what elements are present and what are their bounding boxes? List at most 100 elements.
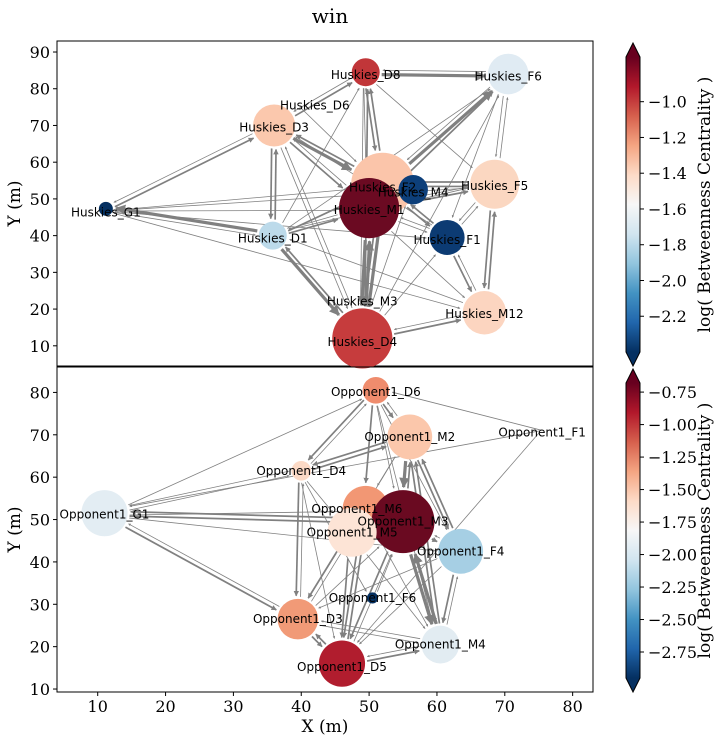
edge-Opponent1_M4-to-Opponent1_D3 xyxy=(320,620,421,640)
bottom-colorbar: −2.75 −2.50 −2.25 −2.00 −1.75 −1.50 −1.25 −1.00… xyxy=(625,367,715,694)
node-label-Huskies_D4: Huskies_D4 xyxy=(327,335,397,349)
edge-Huskies_F1-to-Huskies_M12 xyxy=(453,255,473,293)
y-tick-label: 70 xyxy=(30,116,50,135)
edge-group xyxy=(113,68,509,335)
node-Opponent1_D3 xyxy=(277,598,319,640)
node-label-Huskies_M12: Huskies_M12 xyxy=(445,307,523,321)
edge-Huskies_G1-to-Huskies_D3 xyxy=(114,137,255,208)
node-Huskies_F6 xyxy=(487,53,529,95)
colorbar-tick-label: −1.2 xyxy=(648,128,687,147)
top-network-panel: Huskies_G1 Huskies_D1 Huskies_D3 Huskies_D6… xyxy=(5,40,594,369)
node-group xyxy=(81,377,484,687)
y-tick-label: 10 xyxy=(30,337,50,356)
colorbar-label: log( Betweenness Centrality ) xyxy=(695,403,715,659)
node-Huskies_D4 xyxy=(332,308,393,369)
edge-Opponent1_G1-to-Opponent1_D6 xyxy=(128,398,363,506)
edge-Opponent1_G1-to-Opponent1_D3 xyxy=(125,526,277,611)
node-Opponent1_D6 xyxy=(362,377,390,404)
colorbar-tick-label: −2.00 xyxy=(648,546,697,565)
edge-Huskies_F6-to-Huskies_F2 xyxy=(406,86,491,161)
y-tick-label: 70 xyxy=(30,426,50,445)
colorbar-outline xyxy=(625,367,641,694)
y-tick-label: 20 xyxy=(30,300,50,319)
x-tick-label: 10 xyxy=(88,697,108,716)
node-Opponent1_M4 xyxy=(421,625,460,664)
node-label-Huskies_D1: Huskies_D1 xyxy=(238,232,308,246)
colorbar-max-extension xyxy=(626,43,640,57)
edge-Opponent1_F1-to-Opponent1_G1 xyxy=(129,430,540,508)
edge-Huskies_D4-to-Huskies_M1 xyxy=(363,240,375,307)
edge-Opponent1_M5-to-Opponent1_D5 xyxy=(339,558,349,638)
edge-Huskies_D3-to-Huskies_G1 xyxy=(113,133,253,203)
edge-Opponent1_D4-to-Opponent1_D6 xyxy=(310,403,367,464)
colorbar-gradient xyxy=(626,383,640,678)
colorbar-min-extension xyxy=(626,352,640,366)
edge-Huskies_D1-to-Huskies_D4 xyxy=(280,248,341,316)
plot-frame xyxy=(56,366,594,693)
edge-Opponent1_F6-to-Opponent1_M3 xyxy=(376,554,393,592)
edge-Opponent1_D4-to-Opponent1_G1 xyxy=(129,470,290,507)
edge-Huskies_D8-to-Huskies_F6 xyxy=(381,70,486,81)
node-Opponent1_M5 xyxy=(327,507,377,557)
edge-Opponent1_G1-to-Opponent1_D4 xyxy=(129,474,290,511)
y-tick-label: 20 xyxy=(30,638,50,657)
node-Huskies_M12 xyxy=(462,291,507,335)
edge-Huskies_F1-to-Huskies_M1 xyxy=(400,217,430,229)
node-Opponent1_M2 xyxy=(387,414,433,460)
edge-Opponent1_M3-to-Opponent1_M4 xyxy=(409,553,435,626)
edge-Opponent1_G1-to-Opponent1_M3 xyxy=(129,515,370,526)
edge-Opponent1_D4-to-Opponent1_D3 xyxy=(293,482,300,597)
edge-Huskies_M1-to-Huskies_F1 xyxy=(398,221,428,233)
edge-Opponent1_D6-to-Opponent1_M6 xyxy=(363,405,374,484)
edge-Opponent1_D6-to-Opponent1_D4 xyxy=(307,399,365,461)
x-tick-label: 80 xyxy=(562,697,582,716)
edge-Huskies_D4-to-Huskies_D3 xyxy=(284,146,353,309)
x-axis-label: X (m) xyxy=(302,717,349,737)
edge-Huskies_D1-to-Huskies_G1 xyxy=(115,204,258,233)
node-label-Huskies_F2: Huskies_F2 xyxy=(349,181,416,195)
y-tick-label: 10 xyxy=(30,680,50,699)
edge-Opponent1_D3-to-Opponent1_G1 xyxy=(128,523,280,607)
edge-Huskies_F2-to-Huskies_F6 xyxy=(408,89,494,165)
node-label-Huskies_D3: Huskies_D3 xyxy=(239,120,309,134)
node-label-Opponent1_M2: Opponent1_M2 xyxy=(364,430,455,444)
edge-Huskies_D1-to-Huskies_D3 xyxy=(273,148,279,220)
edge-Opponent1_M2-to-Opponent1_D6 xyxy=(386,401,398,417)
edge-Opponent1_D5-to-Opponent1_M4 xyxy=(366,649,420,662)
node-label-Opponent1_M6: Opponent1_M6 xyxy=(311,502,402,516)
edge-Opponent1_M4-to-Opponent1_F4 xyxy=(446,576,459,625)
node-Huskies_D3 xyxy=(253,104,296,147)
edge-Opponent1_D5-to-Opponent1_D3 xyxy=(315,633,327,645)
edge-Huskies_D4-to-Huskies_F6 xyxy=(379,95,500,312)
y-tick-label: 40 xyxy=(30,553,50,572)
node-label-Opponent1_F1: Opponent1_F1 xyxy=(498,426,586,440)
edge-Huskies_D3-to-Huskies_M1 xyxy=(289,141,344,189)
y-axis: 10 20 30 40 50 60 70 80 Y (m) xyxy=(5,383,57,699)
edge-Opponent1_M3-to-Opponent1_M2 xyxy=(406,461,413,489)
node-Huskies_D8 xyxy=(351,58,380,87)
figure-title: win xyxy=(312,4,349,28)
colorbar-tick-label: −1.50 xyxy=(648,481,697,500)
colorbar-tick-label: −2.25 xyxy=(648,578,697,597)
edge-Huskies_D4-to-Huskies_M12 xyxy=(394,318,462,335)
node-label-Opponent1_M5: Opponent1_M5 xyxy=(307,525,398,539)
edge-Opponent1_D4-to-Opponent1_M5 xyxy=(306,481,334,513)
colorbar-tick-label: −1.25 xyxy=(648,448,697,467)
colorbar-tick-label: −2.0 xyxy=(648,271,687,290)
node-Opponent1_G1 xyxy=(81,490,128,537)
y-tick-label: 80 xyxy=(30,383,50,402)
node-label-Opponent1_F4: Opponent1_F4 xyxy=(417,544,505,558)
label-group: Huskies_G1 Huskies_D1 Huskies_D3 Huskies_D6… xyxy=(71,68,542,349)
y-tick-label: 50 xyxy=(30,190,50,209)
colorbar-gradient xyxy=(626,57,640,352)
node-Opponent1_M3 xyxy=(371,490,435,554)
colorbar-tick-label: −2.75 xyxy=(648,643,697,662)
y-tick-label: 80 xyxy=(30,80,50,99)
y-tick-label: 40 xyxy=(30,227,50,246)
node-Opponent1_F4 xyxy=(438,528,484,574)
label-group: Opponent1_D6 Opponent1_F1 Opponent1_M2 Oppo… xyxy=(60,385,586,674)
edge-Huskies_D3-to-Huskies_D4 xyxy=(280,147,348,309)
edge-Huskies_D6-to-Huskies_F2 xyxy=(300,107,357,163)
x-tick-label: 20 xyxy=(155,697,175,716)
edge-Huskies_M1-to-Huskies_D1 xyxy=(288,214,338,230)
